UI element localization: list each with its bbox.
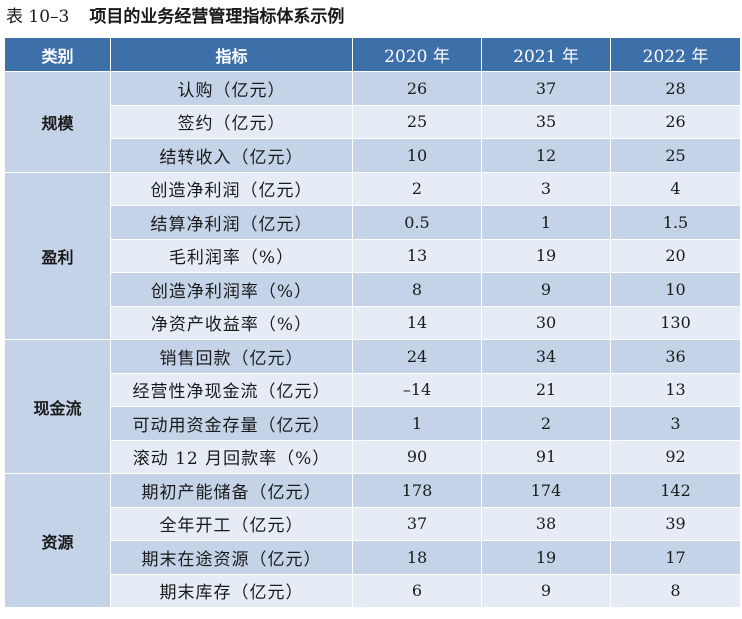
value-cell: 38	[481, 506, 611, 541]
indicator-table: 类别 指标 2020 年 2021 年 2022 年 规模 认购（亿元） 26 37 2…	[4, 37, 741, 608]
value-cell: 6	[352, 573, 482, 608]
value-cell: 9	[481, 573, 611, 608]
value-cell: 2	[481, 406, 611, 441]
value-cell: 90	[352, 439, 482, 474]
value-cell: 0.5	[352, 205, 482, 240]
table-number: 表 10–3	[6, 7, 70, 27]
header-year-2020: 2020 年	[352, 37, 482, 72]
value-cell: 26	[352, 71, 482, 106]
value-cell: 13	[610, 372, 741, 407]
table-row: 可动用资金存量（亿元） 1 2 3	[5, 406, 741, 441]
table-row: 规模 认购（亿元） 26 37 28	[4, 71, 741, 173]
header-year-2022: 2022 年	[610, 37, 741, 72]
value-cell: 19	[481, 540, 611, 575]
value-cell: 1.5	[610, 205, 741, 240]
header-indicator: 指标	[110, 37, 353, 72]
value-cell: 30	[481, 305, 611, 340]
value-cell: 174	[481, 473, 611, 508]
table-row: 期末在途资源（亿元） 18 19 17	[5, 540, 741, 575]
value-cell: 35	[481, 104, 611, 139]
value-cell: –14	[352, 372, 482, 407]
indicator-cell: 期末在途资源（亿元）	[110, 540, 353, 575]
value-cell: 13	[352, 238, 482, 273]
value-cell: 14	[352, 305, 482, 340]
table-title: 项目的业务经营管理指标体系示例	[89, 7, 345, 27]
value-cell: 142	[610, 473, 741, 508]
table-row: 盈利 创造净利润（亿元） 2 3 4	[4, 171, 741, 340]
table-row: 创造净利润率（%） 8 9 10	[5, 272, 741, 307]
value-cell: 18	[352, 540, 482, 575]
category-cell: 盈利	[4, 171, 111, 340]
value-cell: 37	[352, 506, 482, 541]
value-cell: 36	[610, 339, 741, 374]
table-row: 签约（亿元） 25 35 26	[5, 104, 741, 139]
value-cell: 24	[352, 339, 482, 374]
value-cell: 17	[610, 540, 741, 575]
value-cell: 25	[610, 138, 741, 173]
value-cell: 178	[352, 473, 482, 508]
indicator-cell: 期末库存（亿元）	[110, 573, 353, 608]
value-cell: 3	[610, 406, 741, 441]
table-row: 期末库存（亿元） 6 9 8	[5, 573, 741, 608]
table-row: 全年开工（亿元） 37 38 39	[5, 506, 741, 541]
indicator-cell: 创造净利润率（%）	[110, 272, 353, 307]
value-cell: 25	[352, 104, 482, 139]
value-cell: 9	[481, 272, 611, 307]
indicator-cell: 滚动 12 月回款率（%）	[110, 439, 353, 474]
value-cell: 1	[481, 205, 611, 240]
value-cell: 8	[352, 272, 482, 307]
value-cell: 19	[481, 238, 611, 273]
indicator-cell: 净资产收益率（%）	[110, 305, 353, 340]
indicator-cell: 期初产能储备（亿元）	[110, 473, 353, 508]
table-header-row: 类别 指标 2020 年 2021 年 2022 年	[4, 37, 741, 72]
indicator-cell: 毛利润率（%）	[110, 238, 353, 273]
indicator-cell: 销售回款（亿元）	[110, 339, 353, 374]
value-cell: 37	[481, 71, 611, 106]
category-cell: 规模	[4, 71, 111, 173]
table-row: 净资产收益率（%） 14 30 130	[5, 305, 741, 340]
indicator-cell: 可动用资金存量（亿元）	[110, 406, 353, 441]
value-cell: 3	[481, 171, 611, 206]
value-cell: 8	[610, 573, 741, 608]
indicator-cell: 全年开工（亿元）	[110, 506, 353, 541]
header-year-2021: 2021 年	[481, 37, 611, 72]
table-row: 结转收入（亿元） 10 12 25	[5, 138, 741, 173]
indicator-cell: 签约（亿元）	[110, 104, 353, 139]
value-cell: 2	[352, 171, 482, 206]
table-row: 毛利润率（%） 13 19 20	[5, 238, 741, 273]
header-category: 类别	[4, 37, 111, 72]
value-cell: 28	[610, 71, 741, 106]
table-row: 结算净利润（亿元） 0.5 1 1.5	[5, 205, 741, 240]
category-cell: 现金流	[4, 339, 111, 474]
value-cell: 10	[352, 138, 482, 173]
value-cell: 130	[610, 305, 741, 340]
table-row: 资源 期初产能储备（亿元） 178 174 142	[4, 473, 741, 608]
value-cell: 4	[610, 171, 741, 206]
value-cell: 92	[610, 439, 741, 474]
table-row: 现金流 销售回款（亿元） 24 34 36	[4, 339, 741, 474]
value-cell: 26	[610, 104, 741, 139]
value-cell: 12	[481, 138, 611, 173]
value-cell: 91	[481, 439, 611, 474]
indicator-cell: 结转收入（亿元）	[110, 138, 353, 173]
value-cell: 34	[481, 339, 611, 374]
indicator-cell: 结算净利润（亿元）	[110, 205, 353, 240]
table-caption: 表 10–3 项目的业务经营管理指标体系示例	[6, 4, 344, 30]
category-cell: 资源	[4, 473, 111, 608]
indicator-cell: 创造净利润（亿元）	[110, 171, 353, 206]
value-cell: 10	[610, 272, 741, 307]
value-cell: 21	[481, 372, 611, 407]
table-row: 经营性净现金流（亿元） –14 21 13	[5, 372, 741, 407]
table-body: 规模 认购（亿元） 26 37 28 签约（亿元） 25 35 26 结转收入（亿元） 10 12 25…	[4, 71, 741, 608]
value-cell: 39	[610, 506, 741, 541]
indicator-cell: 认购（亿元）	[110, 71, 353, 106]
table-row: 滚动 12 月回款率（%） 90 91 92	[5, 439, 741, 474]
value-cell: 1	[352, 406, 482, 441]
value-cell: 20	[610, 238, 741, 273]
indicator-cell: 经营性净现金流（亿元）	[110, 372, 353, 407]
